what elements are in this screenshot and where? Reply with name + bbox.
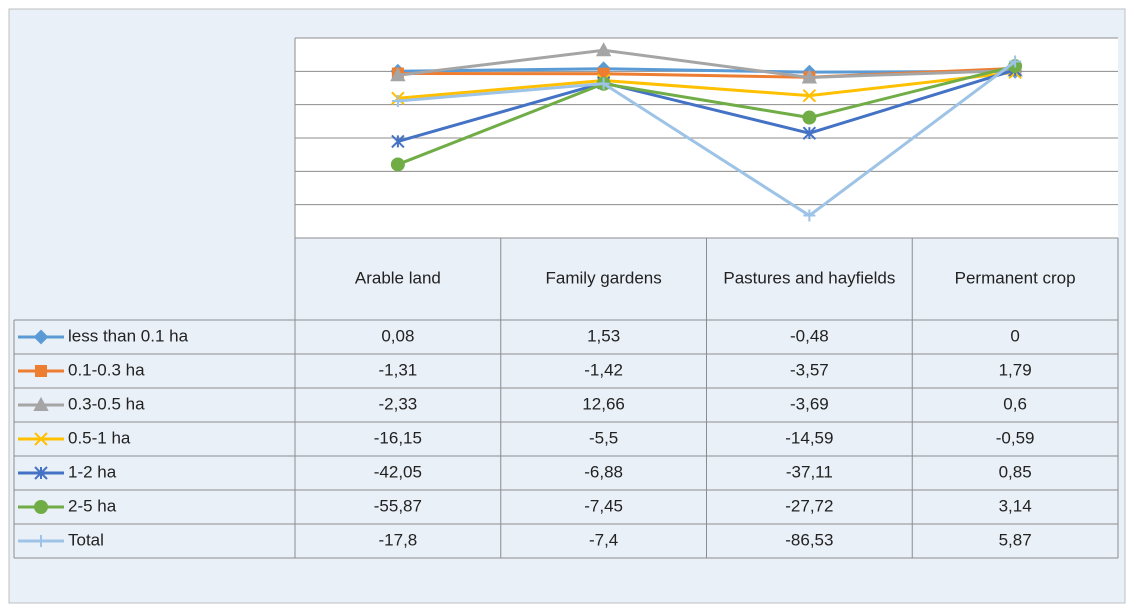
marker — [34, 466, 48, 480]
table-value: -5,5 — [589, 428, 618, 447]
table-value: -0,59 — [996, 428, 1035, 447]
table-value: -37,11 — [786, 462, 833, 481]
legend-label: 0.5-1 ha — [68, 428, 131, 447]
marker — [390, 67, 406, 82]
table-value: -14,59 — [785, 428, 833, 447]
marker — [803, 209, 816, 222]
table-value: 5,87 — [999, 530, 1032, 549]
table-value: -3,69 — [790, 394, 829, 413]
series-line — [397, 70, 1016, 100]
table-value: -16,15 — [374, 428, 422, 447]
table-value: -2,33 — [379, 394, 418, 413]
table-value: -1,42 — [584, 360, 623, 379]
marker — [34, 432, 48, 446]
table-value: -86,53 — [785, 530, 833, 549]
table-value: 1,53 — [587, 326, 620, 345]
table-value: 0,85 — [999, 462, 1032, 481]
marker — [802, 110, 817, 125]
series-line — [397, 68, 1016, 143]
marker — [390, 157, 405, 172]
marker — [33, 396, 49, 411]
x-tick-label: Permanent crop — [955, 268, 1076, 287]
legend-label: Total — [68, 530, 104, 549]
table-value: 1,79 — [999, 360, 1032, 379]
x-tick-label: Family gardens — [546, 268, 662, 287]
table-value: -0,48 — [790, 326, 829, 345]
table-value: 3,14 — [999, 496, 1032, 515]
table-value: -1,31 — [379, 360, 418, 379]
table-value: -42,05 — [374, 462, 422, 481]
marker — [35, 365, 47, 377]
marker — [33, 329, 49, 345]
legend-label: 1-2 ha — [68, 462, 117, 481]
marker — [35, 535, 47, 547]
table-value: -27,72 — [785, 496, 833, 515]
marker — [802, 88, 817, 103]
table-value: -3,57 — [790, 360, 829, 379]
marker — [391, 134, 405, 149]
legend-label: 0.1-0.3 ha — [68, 360, 145, 379]
table-value: 12,66 — [582, 394, 625, 413]
series-line — [397, 60, 1017, 218]
table-value: -17,8 — [379, 530, 418, 549]
legend-label: 2-5 ha — [68, 496, 117, 515]
marker — [597, 77, 610, 90]
series-line — [397, 48, 1016, 79]
table-value: -7,4 — [589, 530, 618, 549]
marker — [391, 95, 404, 107]
marker — [802, 126, 817, 140]
marker — [595, 42, 612, 57]
marker — [34, 500, 48, 514]
table-value: 0,08 — [381, 326, 414, 345]
marker — [1009, 55, 1022, 68]
table-value: 0 — [1010, 326, 1019, 345]
legend-label: 0.3-0.5 ha — [68, 394, 145, 413]
table-value: -7,45 — [584, 496, 623, 515]
table-value: -6,88 — [584, 462, 623, 481]
series-line — [397, 64, 1016, 166]
x-tick-label: Pastures and hayfields — [723, 268, 895, 287]
marker — [801, 69, 818, 84]
table-value: -55,87 — [374, 496, 422, 515]
legend-label: less than 0.1 ha — [68, 326, 189, 345]
table-value: 0,6 — [1003, 394, 1027, 413]
x-tick-label: Arable land — [355, 268, 441, 287]
